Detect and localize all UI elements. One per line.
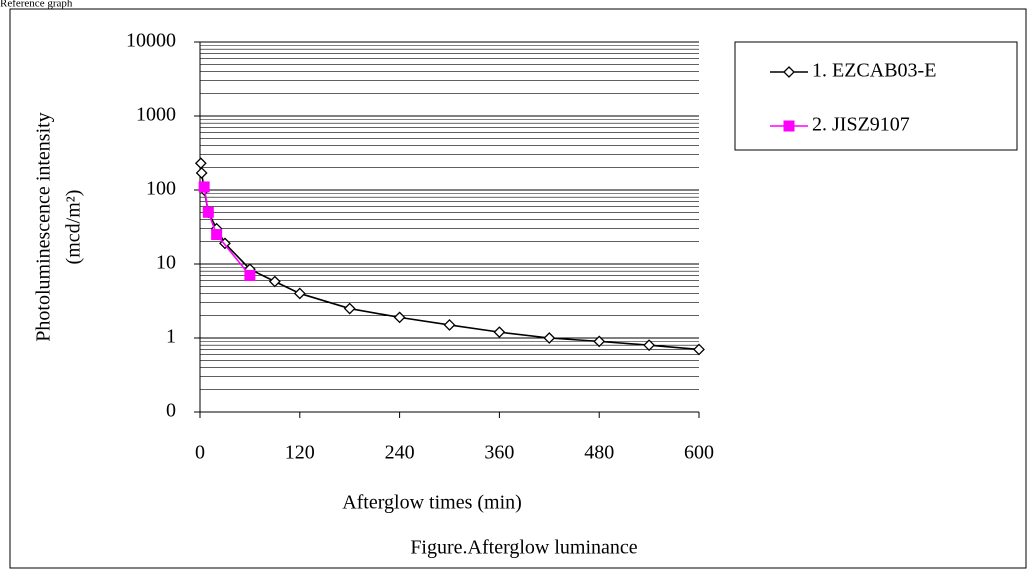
chart-frame [9,8,1027,569]
caption: Figure.Afterglow luminance [410,537,637,559]
x-tick-label: 360 [484,442,514,464]
x-tick-label: 600 [684,442,714,464]
point [543,332,556,344]
y-tick-label: 1000 [136,104,176,126]
point [493,326,506,339]
y-axis-label: (mcd/m²) [63,190,85,265]
point [443,319,456,331]
point [693,343,705,356]
legend-box [734,41,1018,151]
y-tick-label: 10 [156,252,176,274]
y-tick-label: 0 [166,400,176,422]
x-tick-label: 0 [195,442,205,464]
y-tick-label: 10000 [126,30,176,52]
point [268,275,281,288]
point [194,157,207,170]
point [343,302,356,315]
x-axis-label: Afterglow times (min) [342,492,522,514]
x-tick-label: 120 [285,442,315,464]
legend-marker [783,120,795,132]
point [393,311,406,324]
point [244,269,256,281]
point [202,206,214,218]
page-title: Reference graph [0,0,73,10]
point [593,335,606,348]
y-tick-label: 1 [166,326,176,348]
legend-label: 1. EZCAB03-E [812,60,936,82]
x-tick-label: 240 [385,442,415,464]
y-axis-label: Photoluminescence intensity [33,112,55,341]
legend-label: 2. JISZ9107 [812,114,910,136]
point [293,287,306,300]
x-tick-label: 480 [584,442,614,464]
legend-marker [783,66,795,78]
point [211,229,223,241]
y-tick-label: 100 [146,178,176,200]
series-line [203,186,251,276]
point [198,181,210,193]
point [643,339,656,352]
point [195,167,208,179]
